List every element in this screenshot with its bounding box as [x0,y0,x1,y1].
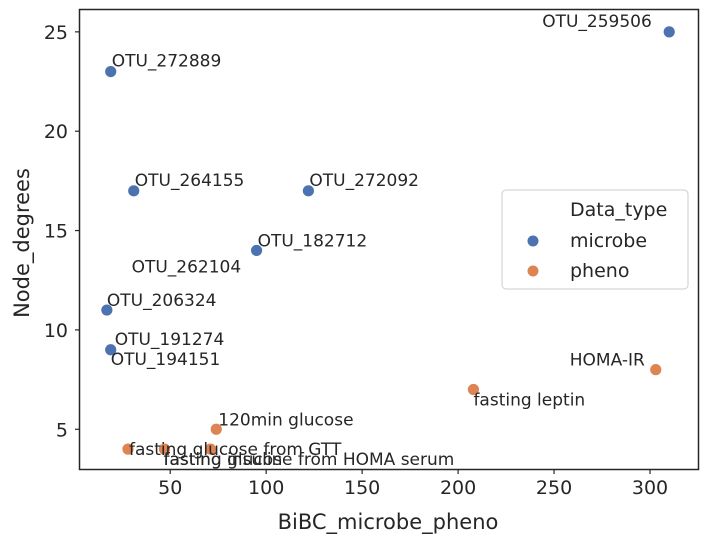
annotation-homa-ir: HOMA-IR [570,351,645,371]
annotation-otu-191274: OTU_191274 [115,330,225,350]
annotation-fasting-glucose-from-gtt: fasting glucose from GTT [129,440,342,460]
point-otu-262104 [250,244,263,257]
point-otu-264155 [127,184,141,198]
plot-frame [78,8,700,471]
point-annotations: OTU_259506 OTU_272889 OTU_264155 OTU_272092… [107,12,652,470]
point-otu-259506 [662,25,676,39]
annotation-otu-272889: OTU_272889 [112,52,222,72]
annotation-otu-272092: OTU_272092 [309,171,419,191]
legend: Data_type microbe pheno [501,189,689,290]
point-fasting-glucose-from-gtt [121,442,135,456]
annotation-otu-262104: OTU_262104 [132,257,242,277]
y-tick-label: 5 [56,419,68,441]
x-tick-label: 50 [158,477,182,499]
x-tick-label: 250 [536,477,572,499]
annotation-fasting-insulin: fasting insulin [163,450,282,470]
point-fasting-leptin [467,383,480,396]
y-tick-label: 10 [44,320,68,342]
point-otu-272092 [301,184,315,198]
y-tick-label: 15 [44,221,68,243]
axis-ticks: 50 100 150 200 250 300 5 10 15 20 25 [44,22,668,499]
point-fasting-glucose-from-homa-serum [204,442,217,456]
x-tick-label: 150 [344,477,380,499]
y-tick-label: 20 [44,121,68,143]
point-120min-glucose [209,422,223,436]
x-axis-label: BiBC_microbe_pheno [278,510,499,535]
point-fasting-insulin [158,442,171,456]
x-tick-label: 200 [440,477,476,499]
x-tick-label: 100 [248,477,284,499]
point-homa-ir [649,363,663,377]
annotation-otu-264155: OTU_264155 [135,171,245,191]
data-points [100,25,676,456]
annotation-otu-206324: OTU_206324 [107,291,217,311]
point-otu-206324 [100,303,114,317]
legend-marker-pheno [527,265,539,277]
annotation-otu-259506: OTU_259506 [542,12,652,32]
legend-frame [501,189,689,290]
point-otu-194151 [104,343,118,357]
annotation-otu-194151: OTU_194151 [111,350,221,370]
annotation-otu-182712: OTU_182712 [258,231,368,251]
legend-entry-pheno: pheno [570,260,629,282]
annotation-fasting-glucose-from-homa-serum: fasting glucose from HOMA serum [164,450,455,470]
annotation-fasting-leptin: fasting leptin [473,391,585,411]
y-tick-label: 25 [44,22,68,44]
legend-title: Data_type [570,199,667,221]
legend-entry-microbe: microbe [570,230,647,252]
point-otu-272889 [104,65,118,78]
annotation-120min-glucose: 120min glucose [218,410,353,430]
x-tick-label: 300 [632,477,668,499]
legend-marker-microbe [527,235,539,247]
y-axis-label: Node_degrees [10,168,35,318]
